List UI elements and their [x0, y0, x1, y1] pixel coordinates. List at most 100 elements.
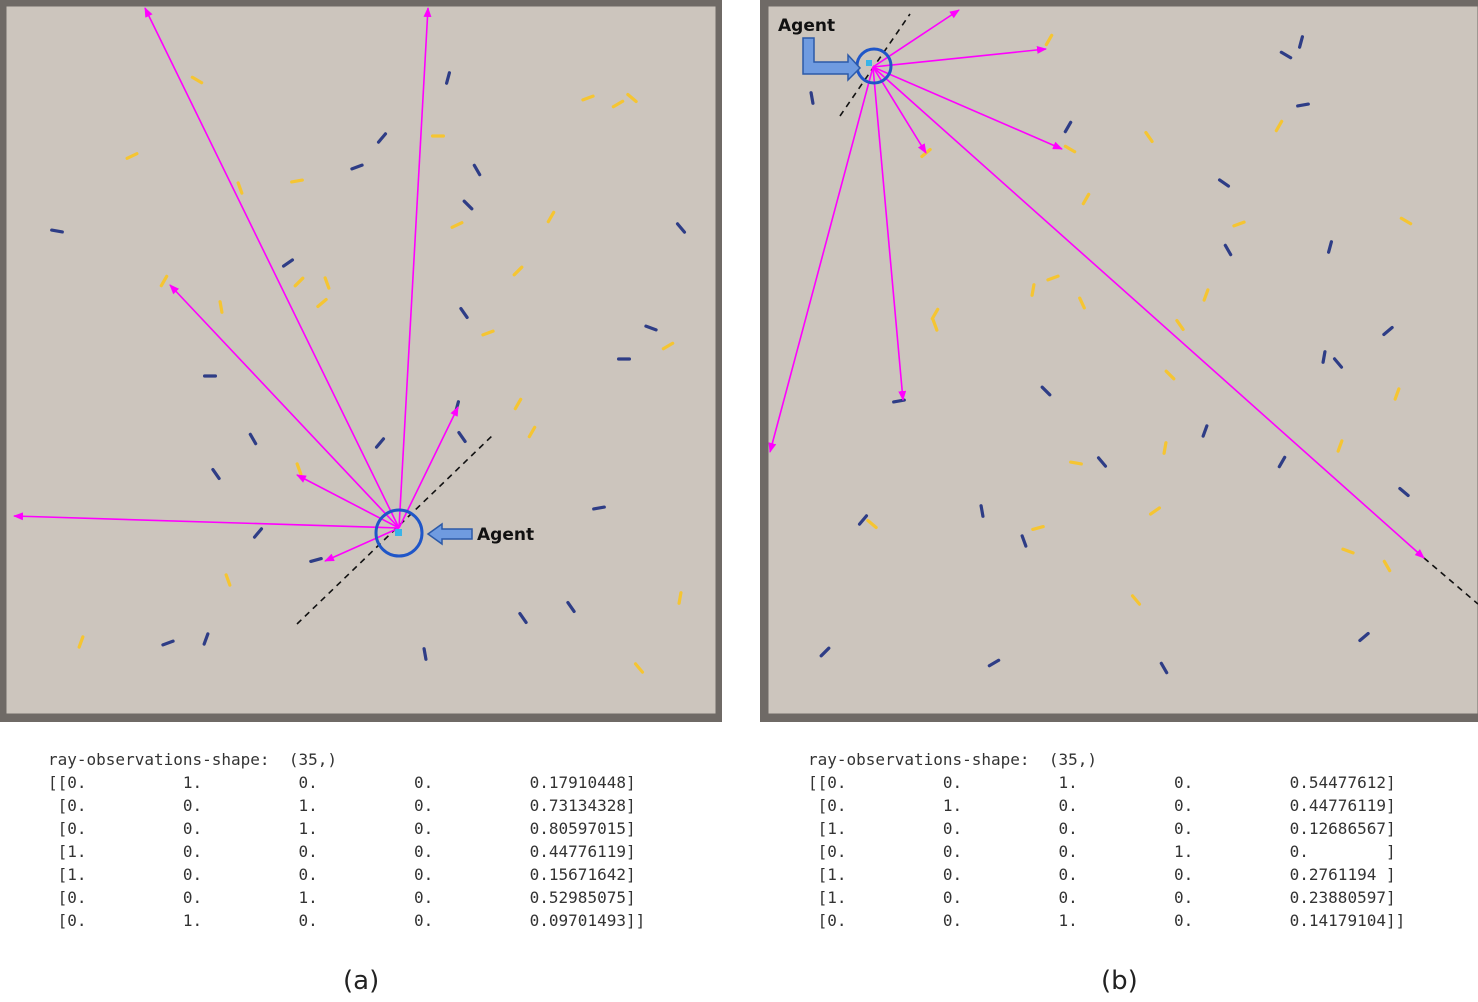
blue-item [161, 639, 175, 647]
agent-ring [374, 508, 424, 558]
obs-row: [0. 0. 1. 0. 0.52985075] [48, 888, 636, 907]
blue-item [1279, 50, 1293, 60]
yellow-item [1044, 33, 1054, 47]
ray-arrow [324, 527, 400, 562]
yellow-item [323, 276, 331, 290]
blue-item [1327, 240, 1333, 254]
blue-item [1382, 325, 1394, 337]
scene-panel-a: Agent [0, 0, 722, 722]
arena-frame [760, 0, 1478, 722]
yellow-item [481, 329, 495, 337]
ray-observations-b: ray-observations-shape: (35,) [[0. 0. 1. … [808, 748, 1405, 932]
arena-frame [0, 0, 722, 722]
yellow-item [159, 274, 169, 288]
yellow-item [450, 221, 464, 229]
blue-item [857, 514, 869, 526]
yellow-item [626, 92, 638, 104]
agent-body [395, 529, 402, 536]
blue-item [566, 600, 576, 614]
blue-item [518, 611, 528, 625]
blue-item [462, 199, 474, 211]
obs-row: [[0. 0. 1. 0. 0.54477612] [808, 773, 1396, 792]
blue-item [202, 632, 210, 646]
blue-item [1358, 631, 1370, 643]
obs-header: ray-observations-shape: (35,) [48, 750, 337, 769]
yellow-item [1393, 387, 1401, 401]
yellow-item [218, 300, 224, 314]
blue-item [1296, 102, 1310, 108]
yellow-item [293, 276, 305, 288]
blue-item [1398, 486, 1410, 498]
obs-row: [0. 0. 1. 0. 0.80597015] [48, 819, 636, 838]
yellow-item [1063, 144, 1077, 154]
obs-row: [0. 1. 0. 0. 0.09701493]] [48, 911, 646, 930]
food-items [809, 33, 1413, 675]
blue-item [617, 357, 631, 361]
obs-header: ray-observations-shape: (35,) [808, 750, 1097, 769]
yellow-item [512, 265, 524, 277]
agent-label: Agent [477, 525, 534, 545]
blue-item [1201, 424, 1209, 438]
yellow-item [295, 462, 303, 476]
blue-item [309, 557, 323, 563]
yellow-item [236, 181, 244, 195]
caption-a: (a) [343, 966, 380, 996]
blue-item [819, 646, 831, 658]
blue-item [1223, 243, 1233, 257]
obs-row: [1. 0. 0. 0. 0.15671642] [48, 865, 636, 884]
yellow-item [1030, 283, 1036, 297]
ray-arrow [398, 7, 432, 529]
yellow-item [1274, 119, 1284, 133]
ray-arrow [144, 7, 400, 529]
yellow-item [77, 635, 85, 649]
yellow-item [1341, 547, 1355, 555]
yellow-item [1164, 369, 1176, 381]
blue-item [248, 432, 258, 446]
yellow-item [546, 210, 556, 224]
yellow-item [930, 307, 940, 321]
yellow-item [431, 134, 445, 138]
obs-row: [1. 0. 0. 0. 0.23880597] [808, 888, 1396, 907]
blue-item [211, 467, 221, 481]
ray-arrow [768, 66, 874, 453]
blue-item [592, 505, 606, 511]
ray-arrow [13, 512, 400, 529]
ray-casts [13, 7, 459, 562]
yellow-item [527, 425, 537, 439]
blue-item [1332, 357, 1344, 369]
yellow-item [1130, 594, 1142, 606]
obs-row: [0. 1. 0. 0. 0.44776119] [808, 796, 1396, 815]
blue-item [1321, 350, 1327, 364]
obs-row: [[0. 1. 0. 0. 0.17910448] [48, 773, 636, 792]
yellow-item [1148, 506, 1162, 516]
yellow-item [316, 297, 328, 309]
blue-item [1159, 661, 1169, 675]
blue-item [422, 647, 428, 661]
ray-arrow [872, 45, 1047, 68]
obs-row: [0. 0. 1. 0. 0.73134328] [48, 796, 636, 815]
blue-item [350, 163, 364, 171]
obs-row: [1. 0. 0. 0. 0.44776119] [48, 842, 636, 861]
blue-item [376, 132, 388, 144]
yellow-item [1144, 130, 1154, 144]
ray-arrow [872, 66, 1425, 559]
yellow-item [1081, 192, 1091, 206]
ray-observations-a: ray-observations-shape: (35,) [[0. 1. 0. … [48, 748, 645, 932]
yellow-item [1162, 441, 1168, 455]
blue-item [809, 91, 815, 105]
agent-callout-arrow [802, 37, 862, 82]
blue-item [374, 437, 386, 449]
yellow-item [1175, 318, 1185, 332]
blue-item [1217, 178, 1231, 188]
yellow-item [1031, 525, 1045, 531]
food-items [50, 71, 687, 674]
agent-body [866, 60, 872, 66]
ray-arrow [169, 284, 400, 529]
yellow-item [1336, 439, 1344, 453]
agent-callout-arrow [426, 522, 473, 546]
ray-extension-line [1423, 557, 1478, 605]
ray-casts [768, 9, 1425, 559]
yellow-item [513, 397, 523, 411]
blue-item [1096, 456, 1108, 468]
blue-item [472, 163, 482, 177]
